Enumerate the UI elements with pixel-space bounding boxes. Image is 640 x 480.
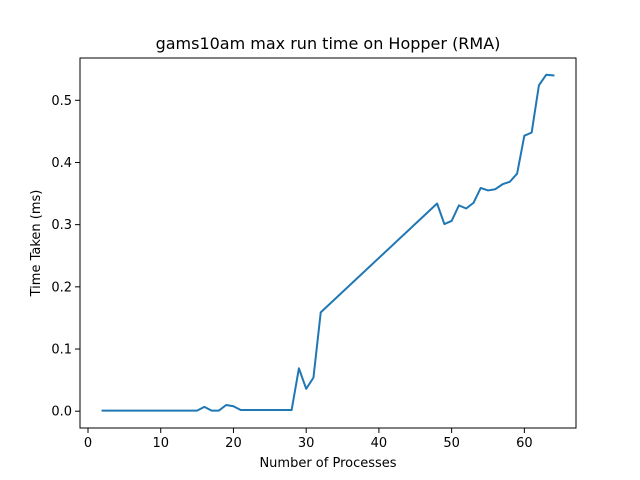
x-tick-label: 10 [152, 436, 169, 451]
y-tick-label: 0.2 [51, 280, 72, 295]
x-tick-label: 0 [84, 436, 92, 451]
x-tick-label: 60 [516, 436, 533, 451]
y-axis: 0.0 0.1 0.2 0.3 0.4 0.5 [51, 94, 80, 420]
y-tick-label: 0.1 [51, 343, 72, 358]
x-tick-label: 20 [225, 436, 242, 451]
y-tick-label: 0.5 [51, 94, 72, 109]
x-tick-label: 50 [443, 436, 460, 451]
y-tick-label: 0.4 [51, 156, 72, 171]
y-tick-label: 0.0 [51, 405, 72, 420]
x-axis: 0 10 20 30 40 50 60 [84, 428, 533, 451]
x-tick-label: 40 [371, 436, 388, 451]
x-axis-label: Number of Processes [259, 456, 396, 471]
plot-area [101, 73, 555, 412]
chart-title: gams10am max run time on Hopper (RMA) [156, 34, 501, 53]
plot-frame [79, 57, 577, 429]
y-tick-label: 0.3 [51, 218, 72, 233]
series-line-0 [101, 73, 555, 412]
y-axis-label: Time Taken (ms) [29, 190, 44, 298]
x-tick-label: 30 [298, 436, 315, 451]
